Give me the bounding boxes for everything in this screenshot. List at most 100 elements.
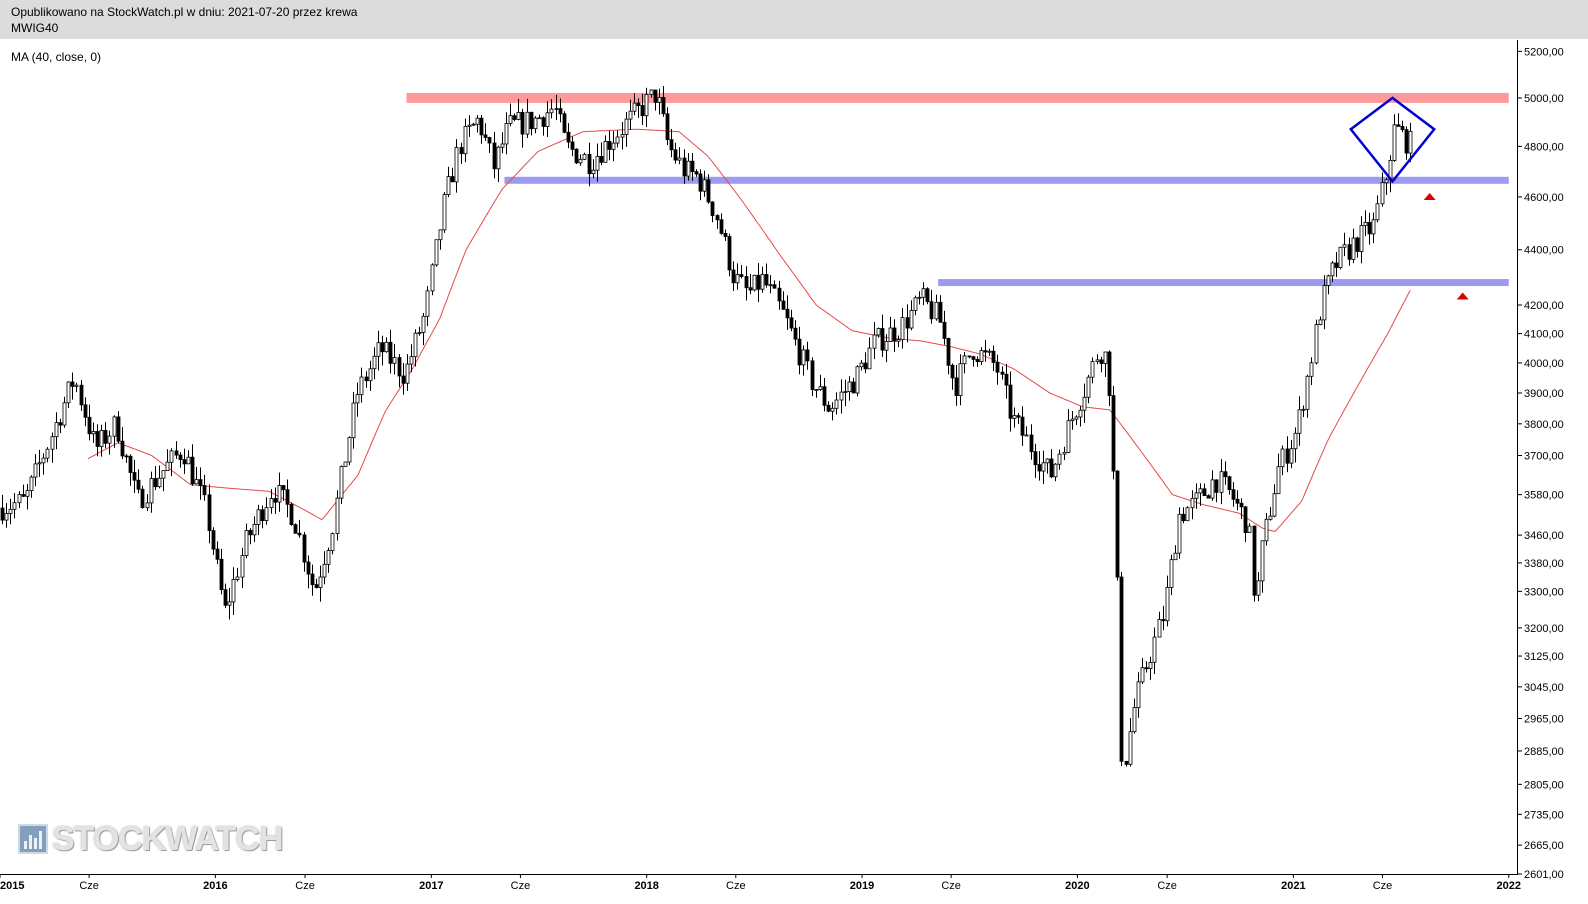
candle-up — [1185, 507, 1190, 522]
candle-down — [710, 201, 715, 216]
candle-up — [1140, 667, 1145, 683]
candle-up — [376, 342, 381, 357]
candle-down — [380, 342, 385, 353]
candle-down — [777, 287, 782, 302]
candle-down — [281, 485, 286, 491]
candle-up — [318, 576, 323, 589]
candle-up — [1363, 221, 1368, 226]
candle-down — [207, 494, 212, 531]
candle-down — [1115, 470, 1120, 578]
candle-up — [351, 402, 356, 439]
candle-up — [240, 555, 245, 578]
candle-down — [1214, 479, 1219, 493]
x-tick-label: 2021 — [1281, 880, 1305, 892]
candle-down — [682, 157, 687, 177]
candle-up — [186, 456, 191, 465]
candle-up — [1057, 453, 1062, 465]
candle-up — [269, 498, 274, 509]
candle-down — [293, 524, 298, 534]
candle-up — [603, 140, 608, 163]
candle-up — [430, 264, 435, 292]
candle-up — [657, 97, 662, 103]
candle-up — [628, 110, 633, 120]
candle-down — [219, 558, 224, 590]
axes: 5200,00 5000,00 4800,00 4600,00 4400,00 4200,… — [0, 40, 1564, 892]
candle-down — [58, 422, 63, 426]
candle-down — [587, 153, 592, 175]
candle-up — [467, 124, 472, 127]
candle-down — [401, 375, 406, 384]
candle-up — [1384, 179, 1389, 184]
candle-up — [921, 288, 926, 298]
candle-up — [194, 479, 199, 485]
candle-up — [1314, 324, 1319, 364]
candle-up — [277, 485, 282, 503]
candle-up — [107, 435, 112, 444]
y-tick-label: 2805,00 — [1524, 779, 1564, 791]
candle-down — [946, 338, 951, 366]
candle-up — [1090, 361, 1095, 378]
candle-down — [1004, 373, 1009, 386]
candle-up — [1301, 408, 1306, 411]
candle-up — [1148, 662, 1153, 670]
y-tick-label: 2885,00 — [1524, 746, 1564, 758]
candle-down — [487, 137, 492, 144]
candle-up — [471, 123, 476, 126]
candle-up — [244, 530, 249, 557]
candle-down — [178, 454, 183, 461]
candle-up — [8, 508, 13, 514]
candle-down — [492, 142, 497, 170]
candle-up — [867, 347, 872, 370]
y-tick-label: 2601,00 — [1524, 869, 1564, 881]
candle-down — [1016, 415, 1021, 418]
candle-up — [91, 431, 96, 435]
candle-up — [145, 502, 150, 509]
y-tick-label: 3045,00 — [1524, 682, 1564, 694]
candle-up — [1293, 432, 1298, 450]
candle-up — [1066, 420, 1071, 453]
candle-up — [425, 290, 430, 317]
candle-down — [285, 489, 290, 505]
candle-down — [599, 155, 604, 163]
candle-down — [215, 548, 220, 560]
candle-up — [368, 368, 373, 382]
candle-up — [496, 146, 501, 170]
candle-up — [1103, 351, 1108, 364]
candle-up — [735, 274, 740, 284]
candle-down — [1285, 448, 1290, 464]
candle-up — [909, 309, 914, 329]
candle-down — [967, 355, 972, 358]
candle-up — [29, 476, 34, 492]
candle-down — [1124, 761, 1129, 765]
candle-up — [917, 296, 922, 299]
candle-down — [397, 357, 402, 377]
candle-up — [1012, 415, 1017, 419]
candle-down — [116, 416, 121, 442]
candle-down — [1111, 395, 1116, 472]
candle-down — [797, 338, 802, 366]
candle-up — [413, 332, 418, 358]
candle-up — [1165, 587, 1170, 622]
candle-up — [1322, 285, 1327, 321]
candle-down — [479, 117, 484, 136]
candle-down — [636, 102, 641, 106]
candle-down — [756, 274, 761, 290]
candle-down — [929, 301, 934, 320]
candle-down — [1231, 489, 1236, 500]
candle-down — [70, 381, 75, 387]
candle-down — [1355, 237, 1360, 252]
candle-up — [438, 229, 443, 241]
candle-up — [1338, 246, 1343, 269]
candle-down — [905, 317, 910, 329]
candle-up — [962, 355, 967, 365]
candle-down — [1243, 506, 1248, 533]
candle-up — [1136, 681, 1141, 709]
symbol-name: MWIG40 — [11, 21, 59, 35]
candle-down — [132, 472, 137, 481]
candle-up — [33, 463, 38, 478]
signal-arrow-up — [1456, 292, 1469, 300]
candle-up — [347, 437, 352, 463]
candle-up — [1219, 471, 1224, 493]
candle-down — [297, 532, 302, 536]
